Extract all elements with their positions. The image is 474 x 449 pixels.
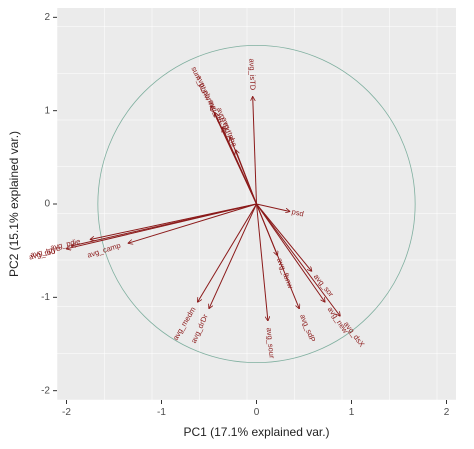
y-tick-label: -2 <box>41 385 50 396</box>
y-tick-label: 1 <box>44 105 50 116</box>
loading-arrow <box>256 203 341 316</box>
loading-arrow <box>198 203 257 302</box>
loading-arrow <box>256 203 312 271</box>
x-tick-label: 0 <box>254 407 260 418</box>
vector-label: avg_sour <box>265 327 277 359</box>
loading-arrow <box>256 203 325 302</box>
x-axis-ticks: -2 -1 0 1 2 <box>62 400 450 418</box>
x-tick-label: -2 <box>62 407 71 418</box>
loading-arrow <box>209 203 257 309</box>
y-axis-ticks: -2 -1 0 1 2 <box>41 12 57 396</box>
vector-label: psd <box>291 207 305 218</box>
x-tick-label: 2 <box>444 407 450 418</box>
loading-arrow <box>256 203 290 211</box>
loading-arrow <box>128 203 257 243</box>
correlation-circle <box>97 44 416 364</box>
y-axis-label: PC2 (15.1% explained var.) <box>7 131 21 277</box>
loading-arrow <box>256 203 278 255</box>
y-tick-label: 2 <box>44 12 50 23</box>
loading-arrow <box>222 127 257 205</box>
loading-arrow <box>256 203 268 321</box>
x-axis-label: PC1 (17.1% explained var.) <box>183 425 329 439</box>
y-tick-label: -1 <box>41 292 50 303</box>
y-tick-label: 0 <box>44 199 50 210</box>
vector-label: avg_isTD <box>247 58 257 91</box>
x-tick-label: -1 <box>157 407 166 418</box>
x-tick-label: 1 <box>349 407 355 418</box>
loading-arrow <box>67 203 257 249</box>
loading-arrow <box>236 150 257 205</box>
loading-arrow <box>253 97 257 205</box>
